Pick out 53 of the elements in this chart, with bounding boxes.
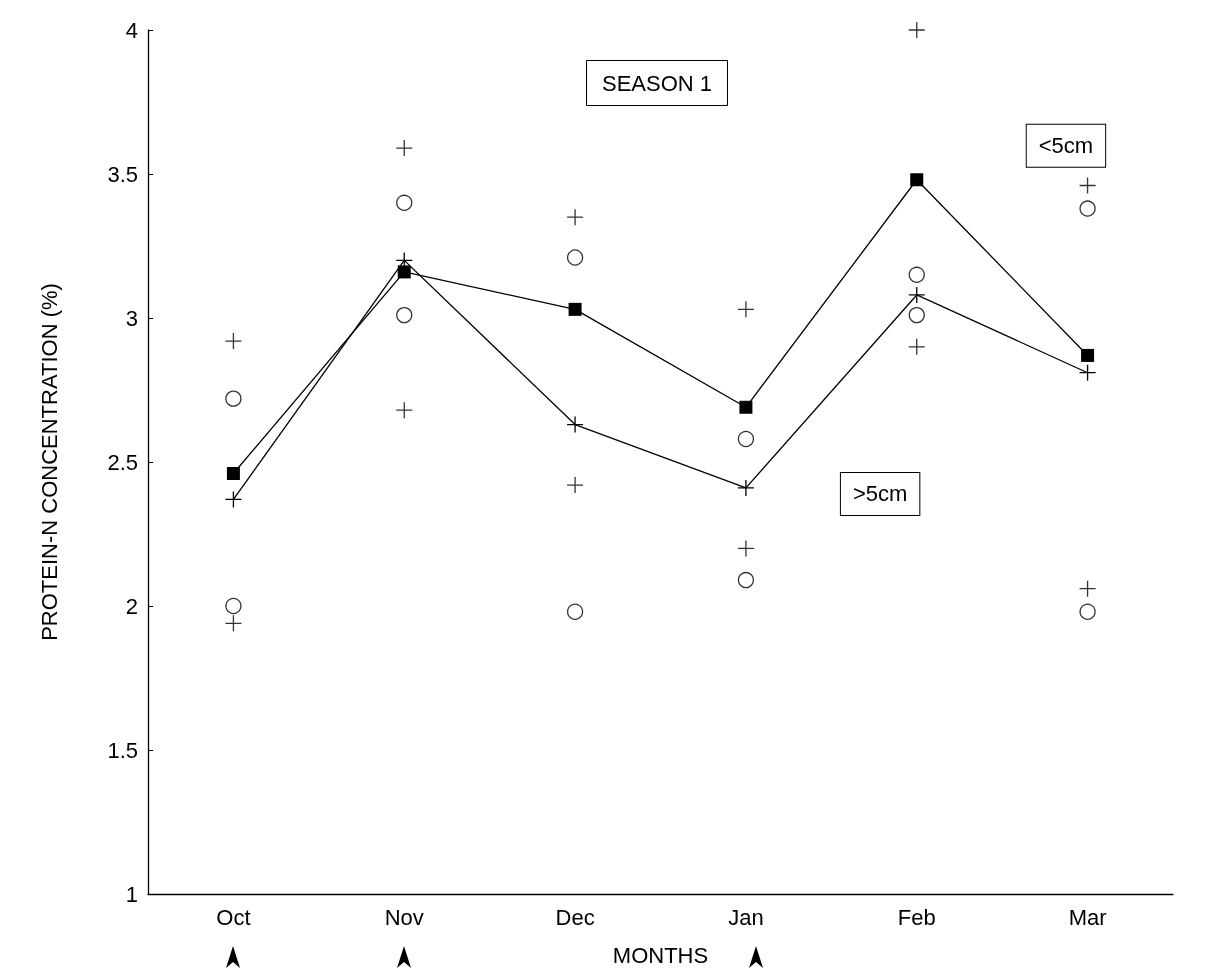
point: [396, 194, 413, 211]
point: [1078, 580, 1097, 598]
y-tick-label: 2.5: [107, 449, 138, 475]
point: [225, 390, 242, 407]
point: [1081, 348, 1095, 362]
y-tick-label: 2: [125, 593, 138, 619]
point: [1079, 603, 1096, 620]
y-tick-label: 3.5: [107, 161, 138, 187]
x-tick-label: Nov: [384, 904, 424, 930]
point: [566, 415, 584, 434]
point: [908, 21, 926, 39]
x-tick-label: Oct: [216, 904, 251, 930]
point: [566, 208, 584, 226]
point: [226, 467, 240, 481]
x-tick-label: Dec: [555, 904, 595, 930]
point: [224, 332, 243, 350]
point: [739, 400, 753, 414]
y-tick-label: 3: [125, 305, 138, 331]
point: [1078, 176, 1097, 195]
x-tick-label: Mar: [1068, 904, 1107, 930]
x-tick-label: Feb: [897, 904, 936, 930]
point: [908, 266, 925, 283]
y-axis-title: PROTEIN-N CONCENTRATION (%): [36, 283, 62, 641]
point: [737, 300, 755, 319]
y-tick-label: 1: [125, 881, 138, 907]
y-tick-label: 1.5: [107, 737, 138, 763]
point: [566, 476, 584, 494]
point: [908, 286, 926, 304]
point: [396, 306, 413, 324]
point: [395, 139, 413, 157]
point: [908, 306, 925, 324]
point: [1078, 364, 1097, 382]
text: <5cm: [1038, 133, 1094, 159]
point: [737, 479, 755, 497]
point: [566, 249, 584, 266]
point: [737, 571, 755, 589]
x-axis-title: MONTHS: [612, 942, 709, 968]
point: [1079, 200, 1096, 217]
point: [397, 265, 411, 279]
y-tick-label: 4: [125, 17, 138, 43]
point: [224, 614, 243, 632]
x-tick-label: Jan: [728, 904, 764, 930]
point: [395, 401, 413, 419]
point: [737, 539, 755, 558]
text: >5cm: [852, 481, 908, 507]
point: [908, 338, 926, 356]
point: [225, 597, 242, 615]
point: [224, 490, 243, 509]
point: [568, 302, 582, 316]
point: [910, 173, 924, 187]
point: [737, 430, 755, 448]
point: [566, 603, 584, 620]
text: SEASON 1: [602, 70, 713, 96]
